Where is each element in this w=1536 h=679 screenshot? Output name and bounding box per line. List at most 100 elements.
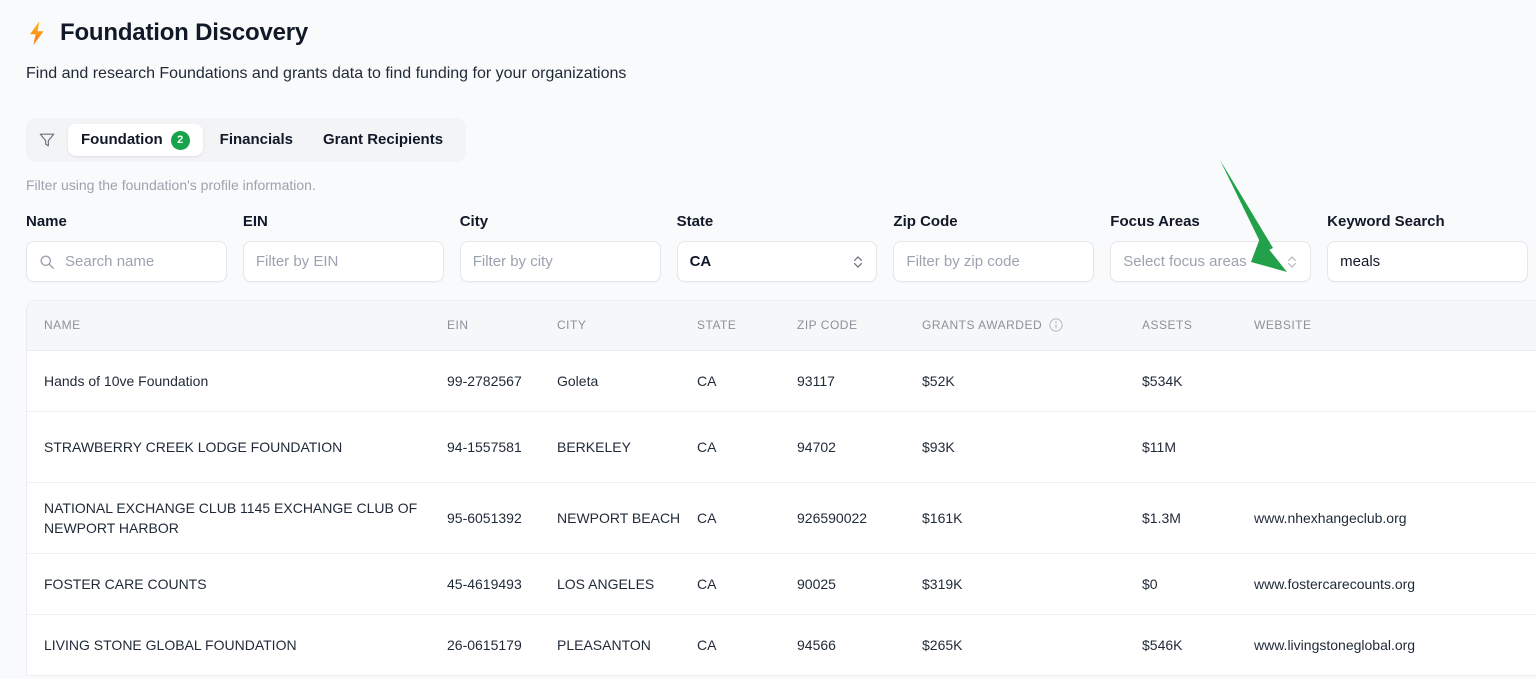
cell-zip: 926590022 bbox=[797, 482, 922, 554]
foundations-table: NAME EIN CITY STATE ZIP CODE GRANTS AWAR… bbox=[27, 301, 1536, 676]
info-icon[interactable] bbox=[1049, 318, 1063, 332]
cell-state: CA bbox=[697, 411, 797, 483]
column-header-grants-awarded[interactable]: GRANTS AWARDED bbox=[922, 301, 1142, 351]
filter-label-city: City bbox=[459, 213, 489, 230]
cell-name: FOSTER CARE COUNTS bbox=[27, 553, 447, 615]
keyword-search-input[interactable]: meals bbox=[1327, 241, 1528, 282]
filter-field-zip: Zip Code Filter by zip code bbox=[893, 212, 1095, 282]
cell-state: CA bbox=[697, 482, 797, 554]
column-header-website-label: WEBSITE bbox=[1254, 318, 1312, 333]
column-header-name-label: NAME bbox=[44, 318, 81, 333]
cell-city: PLEASANTON bbox=[557, 614, 697, 676]
cell-grants-awarded: $319K bbox=[922, 553, 1142, 615]
focus-areas-select[interactable]: Select focus areas bbox=[1110, 241, 1312, 282]
filter-label-ein: EIN bbox=[242, 213, 268, 230]
filter-field-state: State CA bbox=[676, 212, 878, 282]
tab-financials-label: Financials bbox=[219, 131, 294, 148]
cell-website[interactable]: www.fostercarecounts.org bbox=[1254, 553, 1536, 615]
funnel-icon[interactable] bbox=[38, 131, 56, 149]
filter-label-state: State bbox=[676, 213, 714, 230]
cell-assets: $534K bbox=[1142, 350, 1254, 412]
tab-foundation-badge: 2 bbox=[170, 130, 190, 150]
tab-foundation[interactable]: Foundation 2 bbox=[68, 124, 203, 156]
search-icon bbox=[40, 255, 54, 269]
filter-label-name: Name bbox=[26, 213, 67, 230]
focus-areas-placeholder: Select focus areas bbox=[1123, 252, 1247, 270]
cell-ein: 99-2782567 bbox=[447, 350, 557, 412]
cell-grants-awarded: $265K bbox=[922, 614, 1142, 676]
column-header-state[interactable]: STATE bbox=[697, 301, 797, 351]
column-header-zip[interactable]: ZIP CODE bbox=[797, 301, 922, 351]
table-row[interactable]: LIVING STONE GLOBAL FOUNDATION 26-061517… bbox=[27, 614, 1536, 676]
filter-label-keyword-search: Keyword Search bbox=[1327, 213, 1445, 230]
cell-assets: $1.3M bbox=[1142, 482, 1254, 554]
ein-placeholder: Filter by EIN bbox=[255, 252, 339, 270]
column-header-website[interactable]: WEBSITE bbox=[1254, 301, 1536, 351]
cell-city: LOS ANGELES bbox=[557, 553, 697, 615]
title-row: Foundation Discovery bbox=[26, 16, 1536, 50]
cell-assets: $546K bbox=[1142, 614, 1254, 676]
cell-name: STRAWBERRY CREEK LODGE FOUNDATION bbox=[27, 411, 447, 483]
cell-website[interactable]: www.nhexhangeclub.org bbox=[1254, 482, 1536, 554]
search-name-placeholder: Search name bbox=[65, 252, 155, 270]
filter-tabs: Foundation 2 Financials Grant Recipients bbox=[26, 118, 467, 162]
cell-name: Hands of 10ve Foundation bbox=[27, 350, 447, 412]
cell-website[interactable] bbox=[1254, 350, 1536, 412]
table-row[interactable]: NATIONAL EXCHANGE CLUB 1145 EXCHANGE CLU… bbox=[27, 482, 1536, 554]
column-header-name[interactable]: NAME bbox=[27, 301, 447, 351]
cell-ein: 95-6051392 bbox=[447, 482, 557, 554]
page-title: Foundation Discovery bbox=[60, 19, 309, 46]
ein-input[interactable]: Filter by EIN bbox=[242, 241, 444, 282]
lightning-bolt-icon bbox=[30, 21, 44, 45]
cell-zip: 93117 bbox=[797, 350, 922, 412]
zip-code-input[interactable]: Filter by zip code bbox=[893, 241, 1095, 282]
column-header-ein-label: EIN bbox=[447, 318, 469, 333]
filter-field-keyword-search: Keyword Search meals bbox=[1327, 212, 1528, 282]
zip-code-placeholder: Filter by zip code bbox=[906, 252, 1020, 270]
filter-label-focus-areas: Focus Areas bbox=[1110, 213, 1200, 230]
state-select[interactable]: CA bbox=[676, 241, 878, 282]
filter-field-name: Name Search name bbox=[26, 212, 227, 282]
cell-name: NATIONAL EXCHANGE CLUB 1145 EXCHANGE CLU… bbox=[27, 482, 447, 554]
filter-field-city: City Filter by city bbox=[459, 212, 661, 282]
column-header-assets-label: ASSETS bbox=[1142, 318, 1193, 333]
page-subtitle: Find and research Foundations and grants… bbox=[26, 65, 627, 82]
table-header-row: NAME EIN CITY STATE ZIP CODE GRANTS AWAR… bbox=[27, 301, 1536, 351]
table-row[interactable]: FOSTER CARE COUNTS 45-4619493 LOS ANGELE… bbox=[27, 553, 1536, 615]
page-header: Foundation Discovery Find and research F… bbox=[0, 0, 1536, 84]
search-name-input[interactable]: Search name bbox=[26, 241, 227, 282]
city-input[interactable]: Filter by city bbox=[459, 241, 661, 282]
cell-ein: 94-1557581 bbox=[447, 411, 557, 483]
column-header-assets[interactable]: ASSETS bbox=[1142, 301, 1254, 351]
cell-website[interactable] bbox=[1254, 411, 1536, 483]
filter-label-zip: Zip Code bbox=[893, 213, 958, 230]
cell-assets: $11M bbox=[1142, 411, 1254, 483]
table-row[interactable]: Hands of 10ve Foundation 99-2782567 Gole… bbox=[27, 350, 1536, 412]
table-row[interactable]: STRAWBERRY CREEK LODGE FOUNDATION 94-155… bbox=[27, 411, 1536, 483]
tab-financials[interactable]: Financials bbox=[207, 124, 306, 156]
column-header-zip-label: ZIP CODE bbox=[797, 318, 858, 333]
cell-city: BERKELEY bbox=[557, 411, 697, 483]
cell-city: NEWPORT BEACH bbox=[557, 482, 697, 554]
cell-ein: 45-4619493 bbox=[447, 553, 557, 615]
column-header-ein[interactable]: EIN bbox=[447, 301, 557, 351]
column-header-city[interactable]: CITY bbox=[557, 301, 697, 351]
tab-grant-recipients[interactable]: Grant Recipients bbox=[310, 124, 456, 156]
filter-field-focus-areas: Focus Areas Select focus areas bbox=[1110, 212, 1312, 282]
column-header-state-label: STATE bbox=[697, 318, 737, 333]
cell-ein: 26-0615179 bbox=[447, 614, 557, 676]
cell-name: LIVING STONE GLOBAL FOUNDATION bbox=[27, 614, 447, 676]
cell-grants-awarded: $161K bbox=[922, 482, 1142, 554]
filter-field-ein: EIN Filter by EIN bbox=[242, 212, 444, 282]
table-body: Hands of 10ve Foundation 99-2782567 Gole… bbox=[27, 350, 1536, 676]
column-header-city-label: CITY bbox=[557, 318, 587, 333]
cell-grants-awarded: $52K bbox=[922, 350, 1142, 412]
cell-state: CA bbox=[697, 350, 797, 412]
cell-assets: $0 bbox=[1142, 553, 1254, 615]
table-head: NAME EIN CITY STATE ZIP CODE GRANTS AWAR… bbox=[27, 301, 1536, 351]
cell-state: CA bbox=[697, 553, 797, 615]
cell-website[interactable]: www.livingstoneglobal.org bbox=[1254, 614, 1536, 676]
filter-fields: Name Search name EIN Filter by EIN City … bbox=[0, 212, 1536, 282]
tab-grant-recipients-label: Grant Recipients bbox=[323, 131, 444, 148]
cell-city: Goleta bbox=[557, 350, 697, 412]
